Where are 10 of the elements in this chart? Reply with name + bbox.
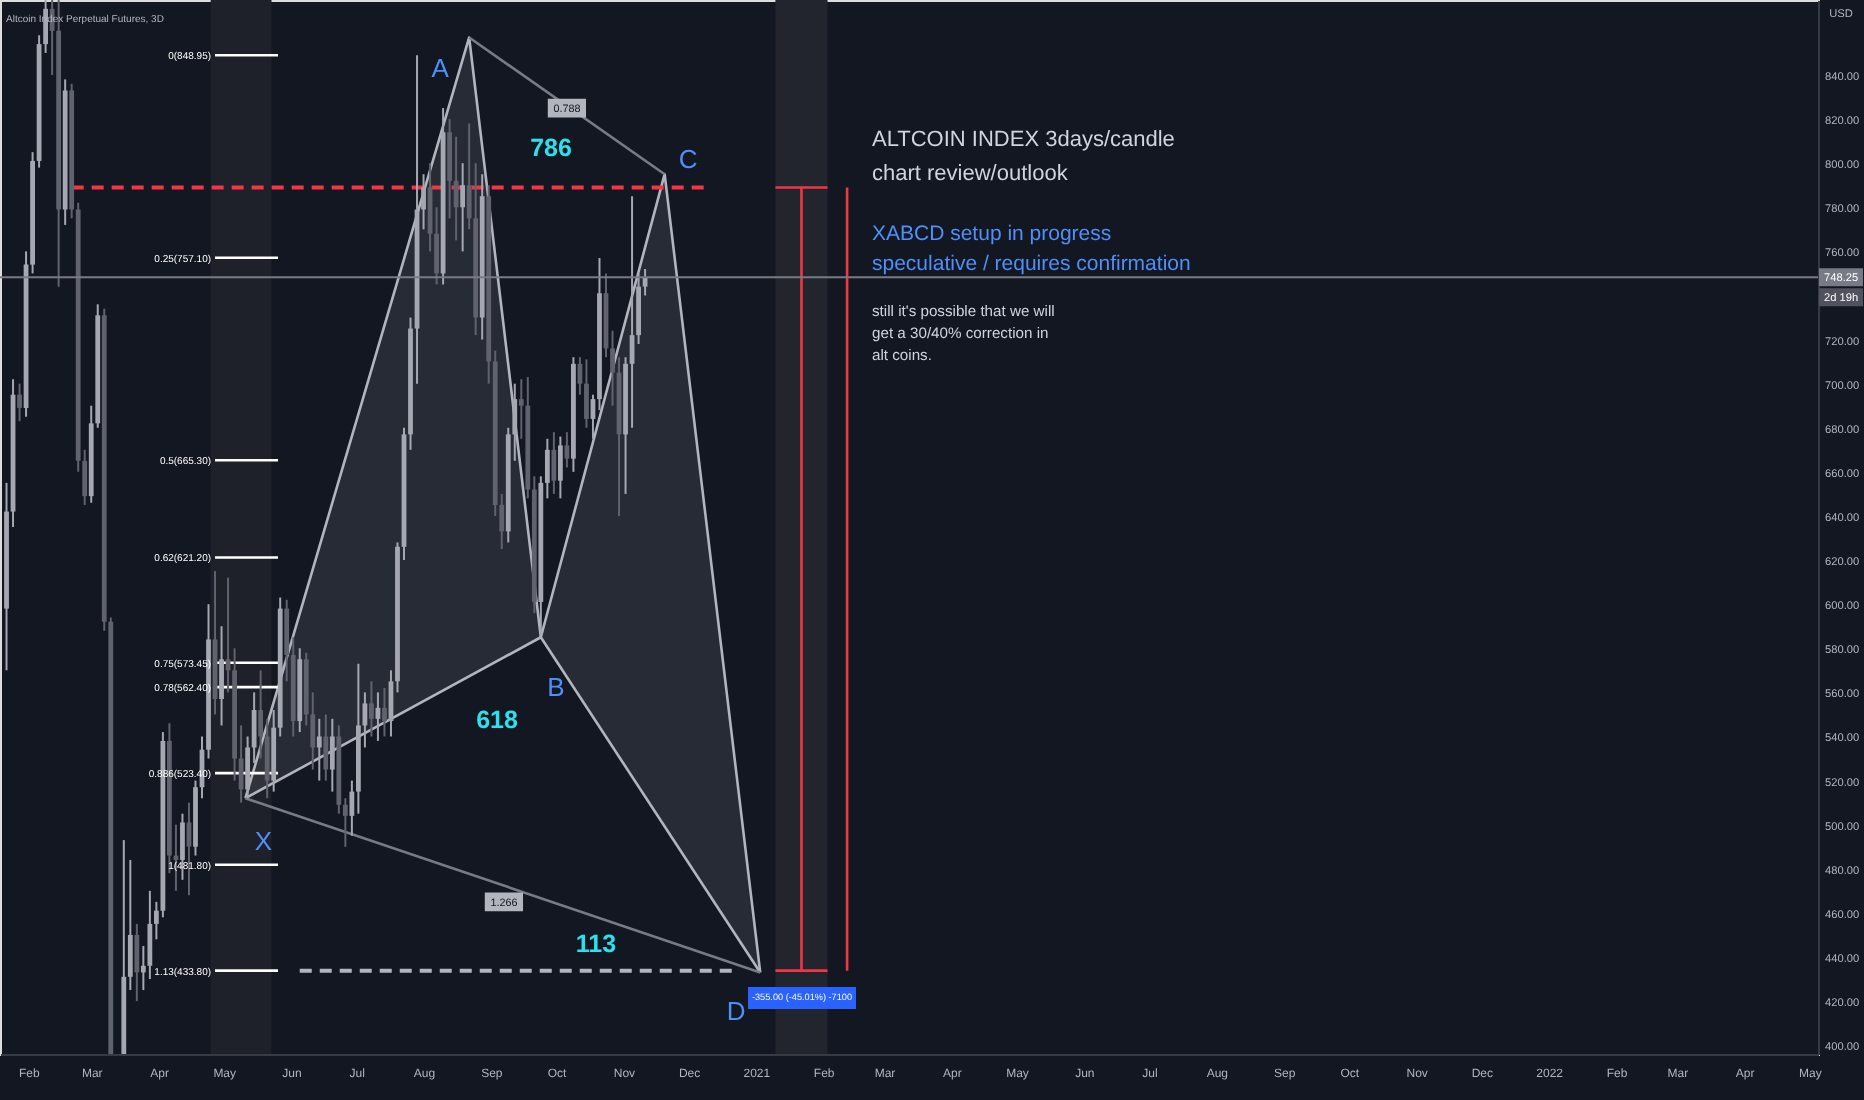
annotation: X [254, 826, 273, 857]
annotation: D [726, 996, 746, 1026]
annotation: 786 [530, 134, 572, 162]
annotation: 618 [476, 706, 518, 734]
annotation: A [431, 53, 450, 84]
annotation: XABCD setup in progress speculative / requires confirmation [872, 222, 1191, 276]
annotation: B [547, 672, 565, 702]
annotation: 113 [575, 930, 617, 958]
annotation: ALTCOIN INDEX 3days/candle chart review/outlook [872, 128, 1175, 186]
annotation: C [678, 144, 698, 174]
